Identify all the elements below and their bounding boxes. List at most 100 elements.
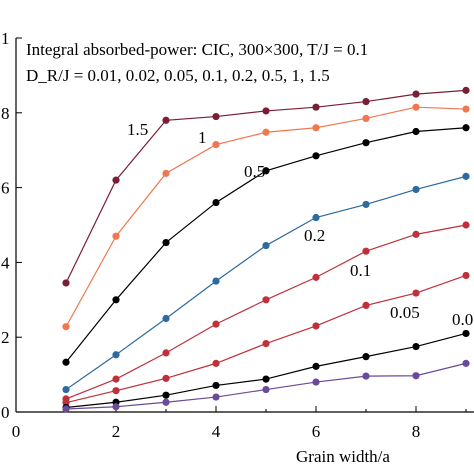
data-point <box>162 374 170 382</box>
series-1 <box>62 103 470 331</box>
legend-line-1: Integral absorbed-power: CIC, 300×300, T… <box>26 40 368 59</box>
data-point <box>462 124 470 132</box>
x-tick-label: 2 <box>112 422 121 441</box>
data-point <box>312 213 320 222</box>
legend: Integral absorbed-power: CIC, 300×300, T… <box>26 40 368 85</box>
data-point <box>362 301 370 310</box>
data-point <box>112 403 120 411</box>
y-tick-label: 1 <box>1 29 10 48</box>
data-point <box>162 116 170 124</box>
data-point <box>212 277 220 285</box>
x-tick-label: 4 <box>212 422 221 441</box>
series-line <box>65 89 467 284</box>
data-point <box>112 176 120 184</box>
x-axis-ticks: 0 2 4 6 8 <box>12 406 467 441</box>
data-point <box>312 322 320 330</box>
data-point <box>362 372 370 380</box>
data-point <box>462 105 470 113</box>
data-point <box>112 296 120 304</box>
data-point <box>362 97 370 106</box>
x-tick-label: 8 <box>412 422 421 441</box>
data-point <box>412 185 420 194</box>
data-point <box>112 375 120 383</box>
data-point <box>462 221 470 229</box>
data-point <box>462 359 470 367</box>
series-label: 0.5 <box>244 162 265 181</box>
data-point <box>412 230 420 238</box>
data-point <box>212 359 220 367</box>
data-point <box>312 124 320 132</box>
y-tick-label: 0 <box>1 403 10 422</box>
data-point <box>162 314 170 323</box>
series-0.1 <box>62 221 470 403</box>
data-point <box>362 200 370 209</box>
data-point <box>312 103 320 111</box>
data-point <box>312 152 320 160</box>
series-line <box>65 175 467 391</box>
series-0.2 <box>62 172 470 394</box>
y-tick-label: 6 <box>1 179 10 198</box>
data-point <box>262 128 270 136</box>
data-point <box>262 296 270 304</box>
data-point <box>212 112 220 121</box>
data-point <box>462 172 470 180</box>
data-point <box>112 232 120 240</box>
data-point <box>412 90 420 98</box>
data-point <box>162 349 170 357</box>
data-point <box>162 238 170 247</box>
data-point <box>262 107 270 115</box>
data-point <box>362 353 370 361</box>
data-point <box>412 289 420 297</box>
data-point <box>62 405 70 413</box>
data-point <box>412 342 420 351</box>
data-point <box>412 103 420 111</box>
data-point <box>262 241 270 250</box>
data-point <box>312 362 320 370</box>
data-point <box>262 167 270 175</box>
series-unlabeled-7 <box>62 359 470 413</box>
y-tick-label: 4 <box>1 253 10 272</box>
data-point <box>162 398 170 406</box>
data-point <box>362 139 370 147</box>
series-label: 0.0 <box>452 310 473 329</box>
series-label: 0.2 <box>304 226 325 245</box>
data-point <box>212 198 220 207</box>
series-labels: 1.5 1 0.5 0.2 0.1 0.05 0.0 <box>127 120 473 329</box>
series-line <box>65 274 467 404</box>
y-tick-label: 2 <box>1 328 10 347</box>
data-point <box>212 140 220 149</box>
data-point <box>262 339 270 348</box>
y-tick-label: 8 <box>1 104 10 123</box>
legend-line-2: D_R/J = 0.01, 0.02, 0.05, 0.1, 0.2, 0.5,… <box>26 66 330 85</box>
y-axis-ticks: 0 2 4 6 8 1 <box>1 29 22 422</box>
data-point <box>462 86 470 94</box>
data-point <box>112 351 120 359</box>
series-label: 0.05 <box>390 303 420 322</box>
x-tick-label: 6 <box>312 422 321 441</box>
x-axis-label: Grain width/a <box>296 447 390 466</box>
data-point <box>112 387 120 395</box>
data-point <box>62 385 70 394</box>
data-point <box>262 385 270 394</box>
data-point <box>62 323 70 331</box>
plot-frame <box>15 38 474 413</box>
series-line <box>65 106 467 328</box>
series-0.5 <box>62 124 470 366</box>
data-point <box>62 279 70 287</box>
data-point <box>262 375 270 383</box>
data-point <box>212 381 220 390</box>
series-layer <box>62 86 470 413</box>
data-point <box>412 127 420 136</box>
data-point <box>162 169 170 177</box>
series-label: 0.1 <box>350 261 371 280</box>
data-point <box>362 114 370 123</box>
x-tick-label: 0 <box>12 422 21 441</box>
series-label: 1.5 <box>127 120 148 139</box>
series-label: 1 <box>198 128 207 147</box>
data-point <box>462 329 470 338</box>
data-point <box>312 273 320 281</box>
data-point <box>212 393 220 401</box>
series-1.5 <box>62 86 470 287</box>
data-point <box>462 271 470 280</box>
data-point <box>312 378 320 386</box>
